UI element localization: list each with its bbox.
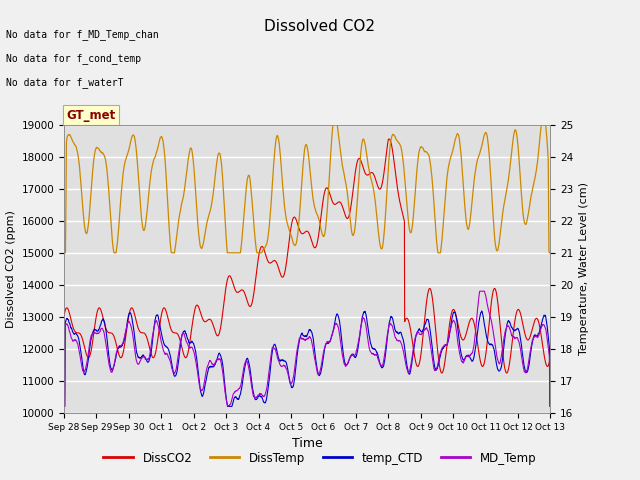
Y-axis label: Temperature, Water Level (cm): Temperature, Water Level (cm) xyxy=(579,182,589,355)
Text: No data for f_waterT: No data for f_waterT xyxy=(6,77,124,88)
Text: No data for f_MD_Temp_chan: No data for f_MD_Temp_chan xyxy=(6,29,159,40)
Text: GT_met: GT_met xyxy=(67,109,116,122)
Text: Dissolved CO2: Dissolved CO2 xyxy=(264,19,376,34)
Text: No data for f_cond_temp: No data for f_cond_temp xyxy=(6,53,141,64)
Legend: DissCO2, DissTemp, temp_CTD, MD_Temp: DissCO2, DissTemp, temp_CTD, MD_Temp xyxy=(99,447,541,469)
Y-axis label: Dissolved CO2 (ppm): Dissolved CO2 (ppm) xyxy=(6,210,16,328)
X-axis label: Time: Time xyxy=(292,437,323,450)
